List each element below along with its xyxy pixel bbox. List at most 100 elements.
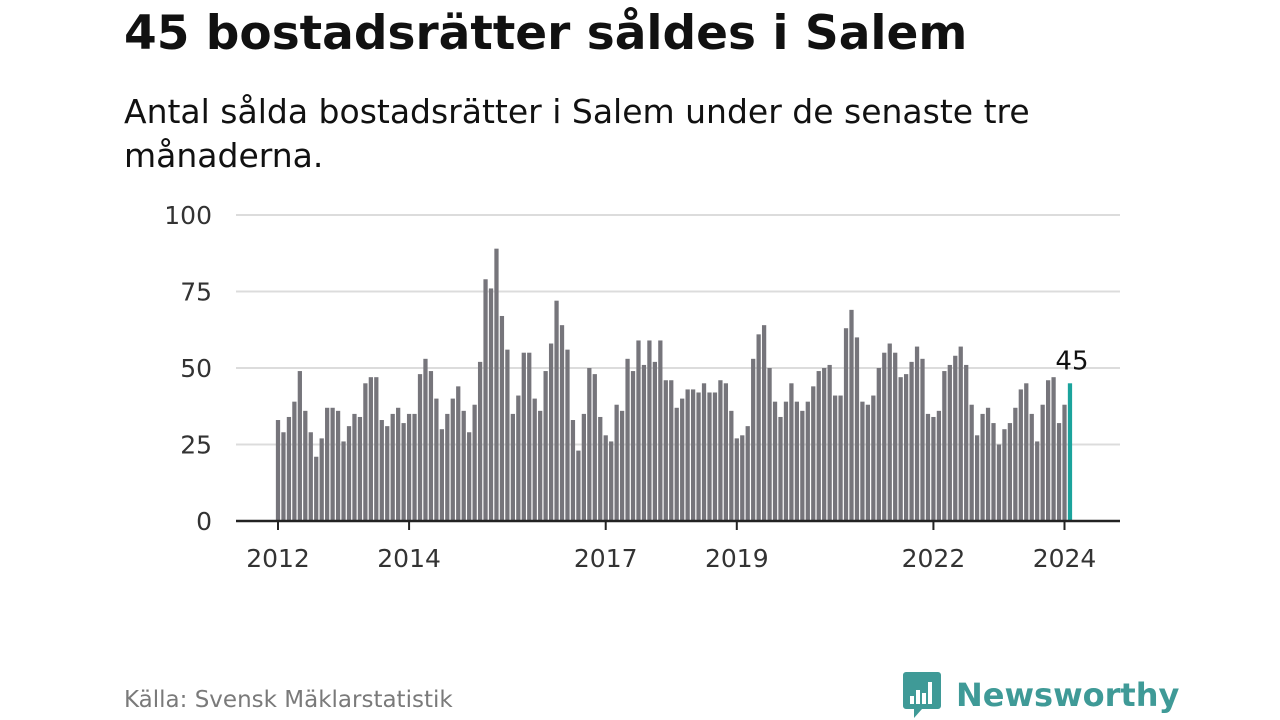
bar (292, 401, 297, 521)
bar (1013, 407, 1018, 521)
bar (1062, 404, 1067, 521)
bar (281, 432, 286, 521)
bar (357, 416, 363, 521)
bar (1018, 389, 1023, 521)
bar (985, 407, 991, 521)
bar (740, 435, 745, 521)
bar (849, 309, 854, 521)
bar (570, 420, 576, 521)
bar (548, 343, 554, 521)
source-note: Källa: Svensk Mäklarstatistik (124, 687, 453, 713)
bar (980, 413, 985, 521)
bar (696, 392, 701, 521)
bar (1051, 377, 1056, 521)
x-tick-label: 2024 (1033, 544, 1097, 573)
y-tick-label: 0 (196, 507, 212, 536)
bar (936, 410, 942, 521)
bar (538, 410, 543, 521)
bar (1024, 383, 1029, 521)
bar (275, 420, 281, 521)
bar (969, 404, 974, 521)
bar (860, 401, 865, 521)
bar (423, 358, 428, 521)
bar (401, 423, 406, 521)
bar (745, 426, 750, 521)
bar (756, 334, 761, 521)
bar (417, 374, 423, 521)
y-tick-label: 100 (164, 201, 212, 230)
bar (1029, 413, 1034, 521)
chart-title: 45 bostadsrätter såldes i Salem (124, 6, 968, 61)
x-tick-label: 2012 (246, 544, 310, 573)
bar (942, 371, 947, 521)
bar (335, 410, 341, 521)
bar (374, 377, 379, 521)
bar (1045, 380, 1051, 521)
bar (761, 325, 767, 521)
bar (527, 352, 532, 521)
bar (964, 364, 969, 521)
bar (641, 364, 647, 521)
bar (778, 416, 783, 521)
bar (789, 383, 794, 521)
bar (751, 358, 756, 521)
bar (663, 380, 668, 521)
bar (434, 398, 439, 521)
bar (925, 413, 931, 521)
highlight-bar (1067, 383, 1073, 521)
bar (499, 315, 505, 521)
bar (488, 288, 494, 521)
bar (767, 368, 772, 521)
bar (554, 300, 559, 521)
bar (838, 395, 843, 521)
bar (308, 432, 313, 521)
bar (325, 407, 330, 521)
bar (898, 377, 903, 521)
bar (439, 429, 444, 521)
bar (658, 340, 663, 521)
bar (1007, 423, 1013, 521)
bar (816, 371, 821, 521)
bar (701, 383, 707, 521)
bar (647, 340, 652, 521)
bar (559, 325, 565, 521)
bar (871, 395, 876, 521)
bar (1035, 441, 1040, 521)
bar (903, 374, 909, 521)
bar (947, 364, 952, 521)
newsworthy-logo-icon (903, 672, 941, 718)
bar (587, 368, 592, 521)
bar (521, 352, 526, 521)
bar (510, 413, 515, 521)
bar (565, 349, 570, 521)
bar (385, 426, 390, 521)
bar (297, 371, 302, 521)
bar (865, 404, 871, 521)
bar (467, 432, 472, 521)
bar (800, 410, 805, 521)
bar (341, 441, 346, 521)
bar (477, 361, 483, 521)
bar (379, 420, 384, 521)
bar (609, 441, 614, 521)
bar (1040, 404, 1045, 521)
bar (352, 413, 357, 521)
x-tick-label: 2022 (902, 544, 966, 573)
bar (931, 416, 936, 521)
bar (707, 392, 712, 521)
bar (319, 438, 324, 521)
bar (592, 374, 597, 521)
bar (854, 337, 860, 521)
bar (636, 340, 641, 521)
bar (630, 371, 636, 521)
y-tick-label: 25 (180, 431, 212, 460)
bar (472, 404, 477, 521)
bar (772, 401, 778, 521)
bar (827, 364, 832, 521)
bar (543, 371, 548, 521)
bar (712, 392, 718, 521)
bar (461, 410, 466, 521)
bar (690, 389, 696, 521)
bar (674, 407, 679, 521)
